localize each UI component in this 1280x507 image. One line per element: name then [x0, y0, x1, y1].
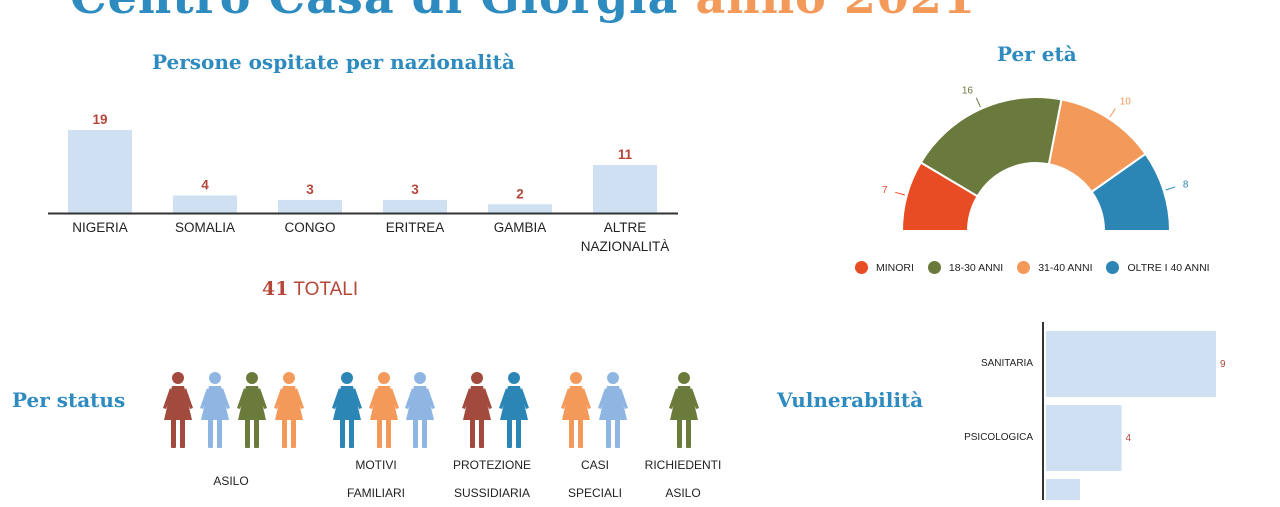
legend-swatch-31-40-anni	[1017, 261, 1031, 274]
status-label-protezione-sussidiaria: PROTEZIONE SUSSIDIARIA	[452, 458, 531, 500]
bar-eritrea	[383, 199, 447, 213]
bar-psicologica	[1046, 405, 1122, 471]
legend-item-oltre-i-40-anni: OLTRE I 40 ANNI	[1106, 261, 1210, 274]
age-semi-donut-chart: 7 16 10 8	[882, 85, 1189, 232]
person-icon	[369, 372, 399, 448]
category-label-altre-nazionalita: ALTRE NAZIONALITÀ	[580, 220, 670, 254]
bar-congo	[278, 199, 342, 213]
legend-item-18-30-anni: 18-30 ANNI	[927, 261, 1004, 274]
slice-leader-oltre-i-40-anni	[1165, 186, 1176, 191]
bar-value-congo: 3	[306, 182, 314, 197]
slice-value-18-30-anni: 16	[962, 85, 974, 96]
slice-value-minori: 7	[882, 185, 888, 196]
person-icon	[462, 372, 492, 448]
bar-value-psicologica: 4	[1126, 433, 1132, 444]
legend-label-18-30-anni: 18-30 ANNI	[948, 261, 1004, 274]
person-icon	[237, 372, 267, 448]
age-chart-title: Per età	[997, 42, 1077, 66]
category-label-eritrea: ERITREA	[385, 220, 445, 235]
status-section-title: Per status	[12, 388, 126, 412]
slice-leader-31-40-anni	[1109, 108, 1116, 118]
person-icon	[200, 372, 230, 448]
slice-value-oltre-i-40-anni: 8	[1183, 180, 1189, 191]
category-label-somalia: SOMALIA	[174, 220, 236, 235]
page-title-year: anno 2021	[695, 0, 975, 24]
bar-sanitaria	[1046, 331, 1216, 397]
vulnerability-chart-title: Vulnerabilità	[777, 388, 924, 412]
slice-oltre-i-40-anni	[1090, 152, 1172, 232]
nationality-totals: 41 TOTALI	[262, 278, 358, 301]
category-label-gambia: GAMBIA	[493, 220, 547, 235]
legend-label-oltre-i-40-anni: OLTRE I 40 ANNI	[1127, 261, 1210, 274]
person-icon	[598, 372, 628, 448]
legend-swatch-18-30-anni	[927, 261, 941, 274]
age-legend: MINORI 18-30 ANNI 31-40 ANNI OLTRE I 40 ANN…	[855, 261, 1210, 274]
page-title-main: Centro Casa di Giorgia	[70, 0, 678, 24]
bar-value-altre-nazionalita: 11	[618, 147, 633, 162]
legend-item-31-40-anni: 31-40 ANNI	[1017, 261, 1092, 274]
nationality-chart-title: Persone ospitate per nazionalità	[152, 50, 515, 74]
vulnerability-bar-chart: 94	[1042, 322, 1226, 500]
person-icon	[274, 372, 304, 448]
bar-value-eritrea: 3	[411, 182, 419, 197]
bar-gambia	[488, 204, 552, 213]
category-label-congo: CONGO	[284, 220, 336, 235]
vulnerability-label-psicologica: PSICOLOGICA	[964, 432, 1033, 443]
status-label-motivi-familiari: MOTIVI FAMILIARI	[346, 458, 405, 500]
bar-somalia	[173, 195, 237, 213]
slice-18-30-anni	[919, 96, 1063, 198]
bar-cropped	[1046, 479, 1080, 500]
person-icon	[405, 372, 435, 448]
nationality-bar-chart: 19 4 3 3 2 11	[48, 112, 678, 215]
slice-value-31-40-anni: 10	[1120, 97, 1132, 108]
status-label-richiedenti-asilo: RICHIEDENTI ASILO	[644, 458, 722, 500]
bar-value-sanitaria: 9	[1220, 359, 1226, 370]
status-label-asilo: ASILO	[213, 474, 249, 488]
person-icon	[163, 372, 193, 448]
person-icon	[499, 372, 529, 448]
legend-label-31-40-anni: 31-40 ANNI	[1038, 261, 1093, 274]
legend-swatch-oltre-i-40-anni	[1106, 261, 1120, 274]
person-icon	[332, 372, 362, 448]
slice-leader-minori	[895, 191, 905, 196]
totals-number: 41	[262, 278, 289, 300]
page-title: Centro Casa di Giorgia anno 2021	[70, 0, 976, 24]
totals-label: TOTALI	[293, 279, 359, 300]
legend-item-minori: MINORI	[855, 261, 914, 274]
person-icon	[561, 372, 591, 448]
person-icon	[669, 372, 699, 448]
bar-value-gambia: 2	[516, 186, 524, 201]
status-label-casi-speciali: CASI SPECIALI	[567, 458, 623, 500]
legend-swatch-minori	[855, 261, 868, 274]
bar-altre-nazionalita	[593, 164, 657, 213]
slice-leader-18-30-anni	[975, 97, 981, 108]
category-label-nigeria: NIGERIA	[72, 220, 128, 235]
bar-nigeria	[68, 130, 132, 213]
bar-value-nigeria: 19	[92, 112, 107, 127]
vulnerability-label-sanitaria: SANITARIA	[980, 358, 1033, 369]
bar-value-somalia: 4	[201, 178, 209, 193]
legend-label-minori: MINORI	[876, 261, 914, 274]
